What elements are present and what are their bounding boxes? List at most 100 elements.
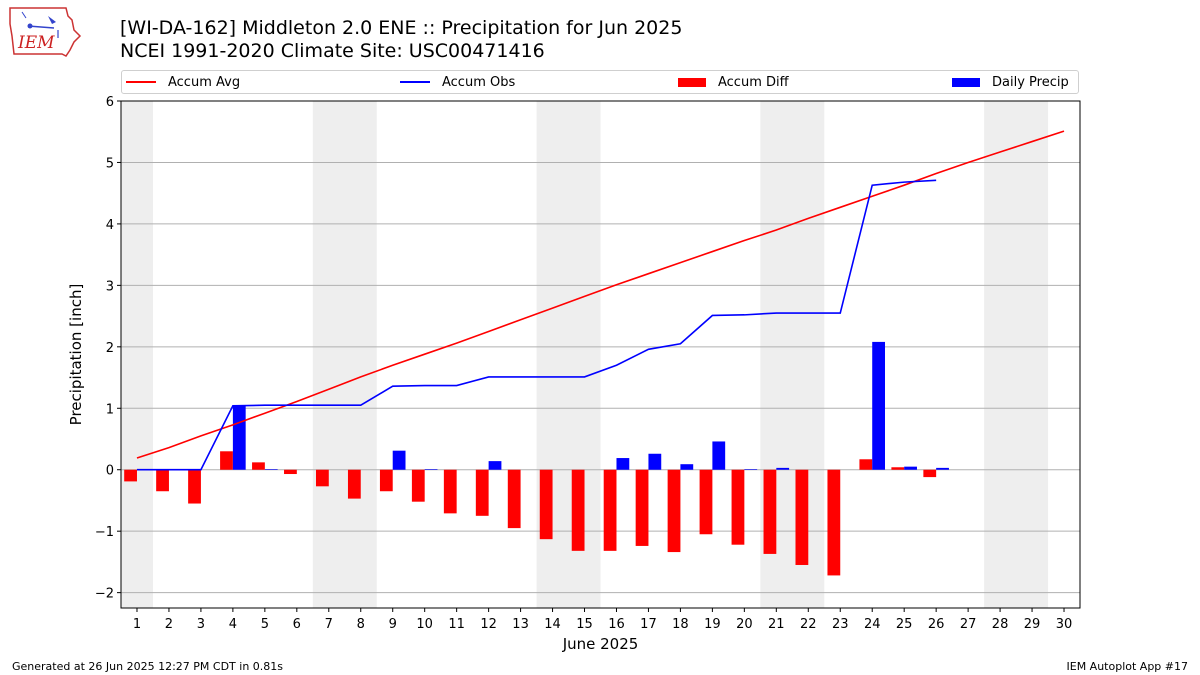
accum-diff-bar — [188, 469, 201, 504]
x-tick-label: 24 — [864, 617, 881, 632]
daily-precip-bar — [776, 467, 790, 470]
y-tick-label: 1 — [106, 402, 114, 417]
accum-diff-bar — [731, 469, 745, 545]
iem-logo: IEM — [8, 6, 82, 64]
daily-precip-bar — [392, 450, 406, 470]
x-tick-label: 6 — [293, 617, 301, 632]
daily-precip-bar — [616, 458, 630, 470]
accum-diff-bar — [763, 469, 777, 554]
legend-swatch-accum-obs — [400, 81, 430, 83]
accum-diff-bar — [284, 469, 297, 475]
x-tick-label: 13 — [512, 617, 529, 632]
accum-diff-bar — [252, 462, 265, 470]
legend-swatch-accum-avg — [126, 81, 156, 83]
accum-diff-bar — [156, 469, 169, 492]
footer-generated: Generated at 26 Jun 2025 12:27 PM CDT in… — [12, 660, 284, 673]
footer-app: IEM Autoplot App #17 — [1066, 660, 1189, 673]
x-tick-label: 15 — [576, 617, 593, 632]
accum-diff-bar — [220, 451, 233, 470]
y-tick-label: 3 — [106, 279, 114, 294]
daily-precip-bar — [904, 466, 917, 470]
x-tick-label: 9 — [389, 617, 397, 632]
x-tick-label: 21 — [768, 617, 785, 632]
daily-precip-bar — [488, 461, 502, 470]
accum-diff-bar — [475, 469, 489, 516]
accum-diff-bar — [635, 469, 649, 546]
accum-diff-bar — [923, 469, 937, 478]
accum-diff-bar — [859, 459, 873, 470]
accum-diff-bar — [667, 469, 681, 553]
weekend-shading — [984, 101, 1049, 608]
accum-diff-bar — [795, 469, 809, 565]
accum-diff-bar — [699, 469, 713, 535]
accum-diff-bar — [603, 469, 617, 551]
daily-precip-bar — [872, 341, 886, 470]
accum-diff-bar — [507, 469, 521, 529]
accum-diff-bar — [443, 469, 457, 514]
x-tick-label: 25 — [896, 617, 913, 632]
y-tick-label: 0 — [106, 464, 114, 479]
y-tick-label: 2 — [106, 341, 114, 356]
daily-precip-bar — [264, 469, 278, 470]
legend-swatch-accum-diff — [678, 77, 706, 87]
x-tick-label: 4 — [229, 617, 237, 632]
x-tick-label: 28 — [992, 617, 1009, 632]
daily-precip-bar — [712, 441, 726, 470]
y-tick-label: 4 — [106, 218, 114, 233]
x-tick-label: 2 — [165, 617, 173, 632]
y-axis-label: Precipitation [inch] — [67, 284, 85, 426]
chart-title: [WI-DA-162] Middleton 2.0 ENE :: Precipi… — [120, 17, 682, 63]
daily-precip-bar — [232, 405, 246, 470]
daily-precip-bar — [424, 469, 438, 470]
accum-diff-bar — [539, 469, 553, 540]
plot-frame — [120, 100, 1081, 609]
accum-diff-bar — [379, 469, 393, 492]
accum-diff-bar — [571, 469, 585, 551]
legend-item-accum-diff: Accum Diff — [678, 71, 789, 93]
x-tick-label: 26 — [928, 617, 945, 632]
x-tick-label: 10 — [416, 617, 433, 632]
chart-title-line2: NCEI 1991-2020 Climate Site: USC00471416 — [120, 40, 545, 62]
accum-diff-bar — [347, 469, 361, 499]
x-tick-label: 11 — [448, 617, 465, 632]
accum-obs-line — [136, 179, 937, 471]
legend-item-daily-precip: Daily Precip — [952, 71, 1069, 93]
legend-label-accum-diff: Accum Diff — [718, 74, 789, 90]
x-tick-label: 18 — [672, 617, 689, 632]
legend-label-accum-avg: Accum Avg — [168, 74, 241, 90]
y-tick-label: 5 — [106, 156, 114, 171]
accum-diff-bar — [827, 469, 841, 576]
daily-precip-bar — [936, 467, 949, 470]
x-axis-label: June 2025 — [562, 635, 639, 653]
x-tick-label: 3 — [197, 617, 205, 632]
x-tick-label: 14 — [544, 617, 561, 632]
legend-label-accum-obs: Accum Obs — [442, 74, 516, 90]
x-tick-label: 5 — [261, 617, 269, 632]
daily-precip-bar — [744, 469, 758, 470]
chart-title-line1: [WI-DA-162] Middleton 2.0 ENE :: Precipi… — [120, 17, 683, 39]
x-tick-label: 16 — [608, 617, 625, 632]
y-tick-label: −2 — [95, 587, 114, 602]
daily-precip-bar — [680, 464, 694, 470]
x-tick-label: 8 — [357, 617, 365, 632]
y-tick-label: 6 — [106, 95, 114, 110]
weekend-shading — [312, 101, 377, 608]
accum-diff-bar — [411, 469, 425, 502]
x-tick-label: 19 — [704, 617, 721, 632]
iem-logo-text: IEM — [17, 33, 55, 53]
x-tick-label: 1 — [133, 617, 141, 632]
x-tick-label: 17 — [640, 617, 657, 632]
daily-precip-bar — [648, 453, 662, 470]
x-tick-label: 27 — [960, 617, 977, 632]
x-tick-label: 12 — [480, 617, 497, 632]
x-tick-label: 22 — [800, 617, 817, 632]
legend-item-accum-avg: Accum Avg — [126, 71, 240, 93]
legend-label-daily-precip: Daily Precip — [992, 74, 1069, 90]
x-tick-label: 7 — [325, 617, 333, 632]
legend-swatch-daily-precip — [952, 77, 980, 87]
x-tick-label: 29 — [1024, 617, 1041, 632]
y-tick-label: −1 — [95, 525, 114, 540]
chart-legend: Accum Avg Accum Obs Accum Diff Daily Pre… — [121, 70, 1079, 94]
x-tick-label: 20 — [736, 617, 753, 632]
